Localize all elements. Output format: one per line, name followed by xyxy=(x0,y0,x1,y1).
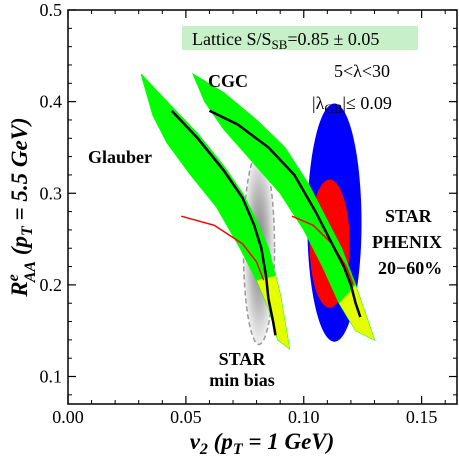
lattice-label: Lattice S/SSB=0.85 ± 0.05 xyxy=(192,29,379,52)
plot-frame xyxy=(67,9,458,405)
lambda-gb-label: |λGB|≤ 0.09 xyxy=(312,93,392,116)
y-tick-label: 0.3 xyxy=(40,183,63,203)
x-tick-label: 0.05 xyxy=(170,407,202,427)
x-axis-title: v2 (pT = 1 GeV) xyxy=(190,429,335,458)
cgc-band-tail xyxy=(339,284,375,340)
phenix-label: PHENIX xyxy=(372,232,442,252)
centrality-label: 20−60% xyxy=(378,258,442,278)
y-tick-label: 0.5 xyxy=(40,0,63,20)
x-tick-label: 0.00 xyxy=(52,407,84,427)
star-label: STAR xyxy=(385,206,433,226)
glauber-red-curve xyxy=(181,215,265,281)
glauber-curve xyxy=(170,109,270,299)
cgc-curve-low xyxy=(349,284,362,318)
model-bands xyxy=(140,72,376,351)
x-tick-label: 0.15 xyxy=(406,407,438,427)
axis-ticks: 0.00 0.05 0.10 0.15 0.1 0.2 0.3 0.4 0.5 xyxy=(40,0,457,427)
cgc-curve xyxy=(208,109,353,286)
glauber-label: Glauber xyxy=(88,147,152,167)
y-tick-label: 0.1 xyxy=(40,367,63,387)
y-axis-title: ReAA (pT = 5.5 GeV) xyxy=(5,117,39,297)
lambda-range-label: 5<λ<30 xyxy=(334,61,390,81)
lattice-box xyxy=(182,26,418,50)
x-tick-label: 0.10 xyxy=(288,407,320,427)
cgc-label: CGC xyxy=(208,71,248,91)
star-minbias-label-2: min bias xyxy=(209,370,275,390)
y-tick-label: 0.2 xyxy=(40,275,63,295)
star-minbias-label-1: STAR xyxy=(219,349,267,369)
glauber-curve-low xyxy=(267,298,277,336)
glauber-band-tail xyxy=(256,275,290,349)
y-tick-label: 0.4 xyxy=(40,92,63,112)
